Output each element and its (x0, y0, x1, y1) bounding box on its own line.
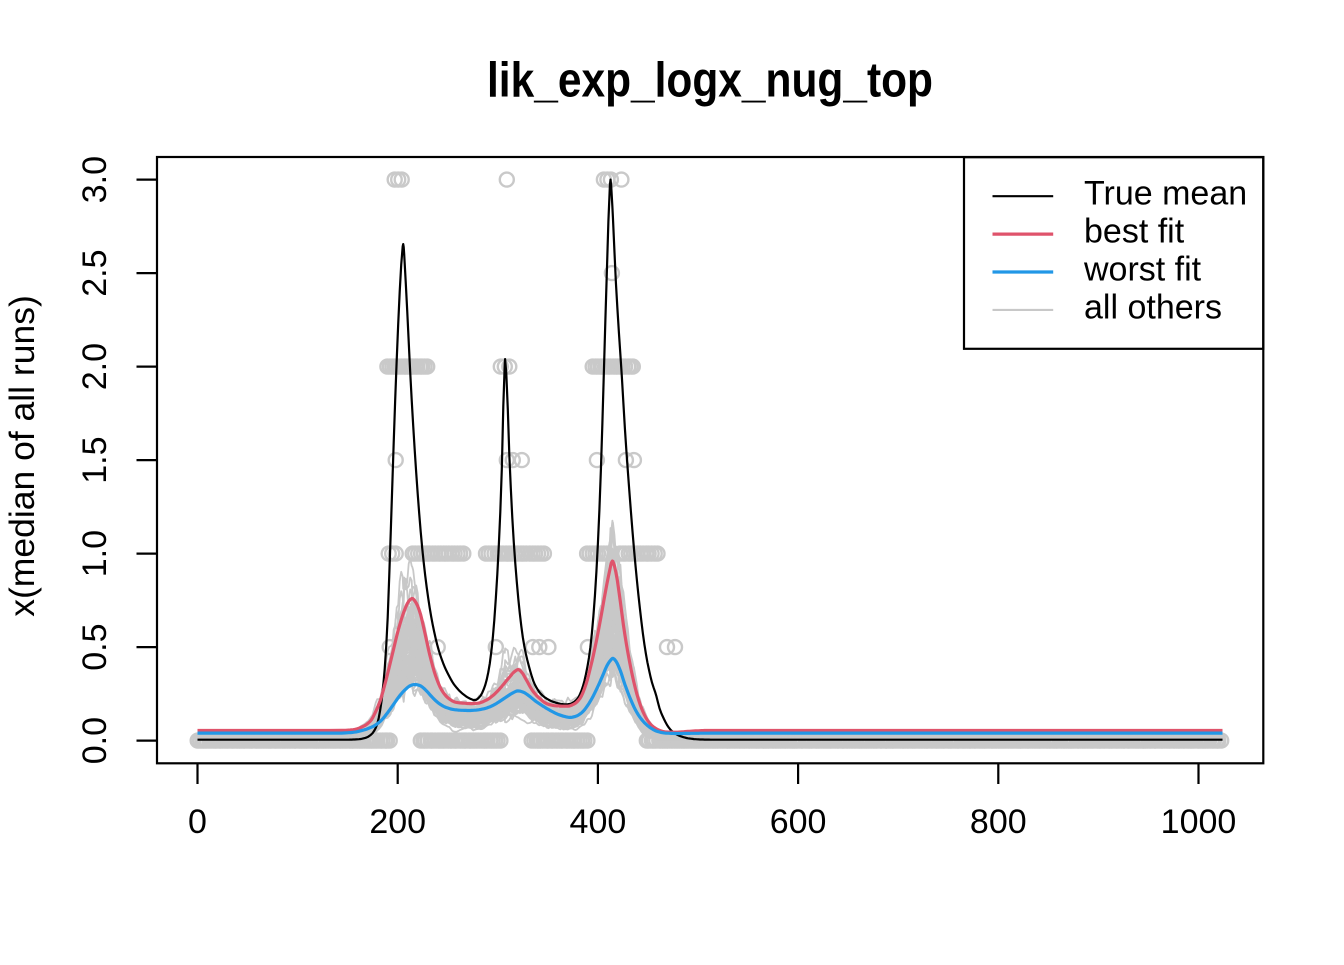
svg-text:all others: all others (1084, 288, 1222, 326)
svg-text:0.0: 0.0 (76, 717, 114, 764)
svg-text:600: 600 (770, 803, 827, 841)
svg-text:best fit: best fit (1084, 213, 1185, 251)
svg-text:1000: 1000 (1161, 803, 1237, 841)
svg-text:True mean: True mean (1084, 175, 1247, 213)
svg-text:3.0: 3.0 (76, 156, 114, 203)
svg-text:200: 200 (369, 803, 426, 841)
svg-text:400: 400 (570, 803, 627, 841)
svg-text:0: 0 (188, 803, 207, 841)
svg-text:800: 800 (970, 803, 1027, 841)
svg-text:1.0: 1.0 (76, 530, 114, 577)
svg-text:0.5: 0.5 (76, 623, 114, 670)
svg-text:worst fit: worst fit (1083, 251, 1202, 289)
svg-text:x(median of all runs): x(median of all runs) (2, 295, 42, 617)
svg-text:2.0: 2.0 (76, 343, 114, 390)
svg-text:1.5: 1.5 (76, 436, 114, 483)
svg-text:2.5: 2.5 (76, 249, 114, 296)
svg-text:lik_exp_logx_nug_top: lik_exp_logx_nug_top (487, 53, 933, 107)
